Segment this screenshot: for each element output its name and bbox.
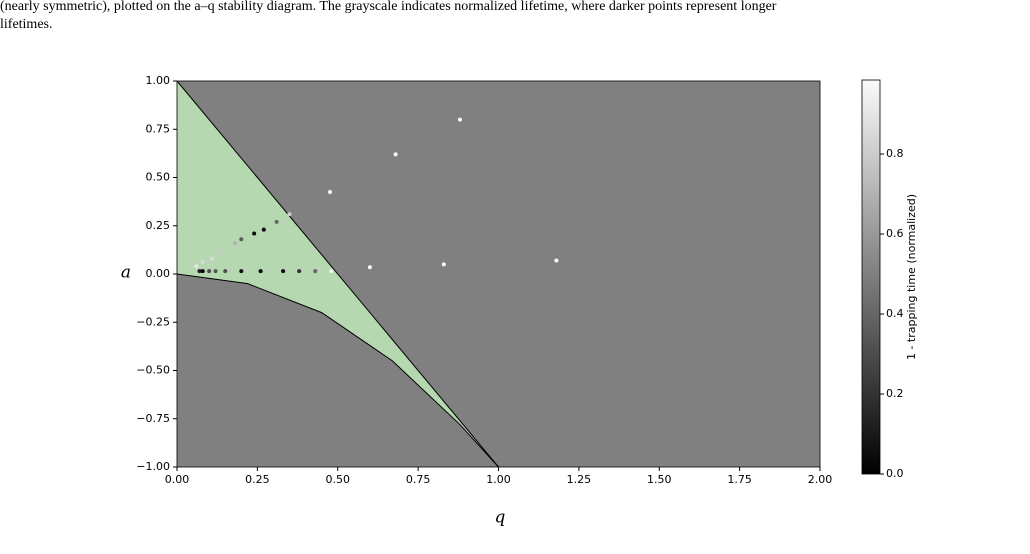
colorbar-tick-label: 0.6	[886, 227, 904, 240]
data-point	[261, 227, 266, 232]
data-point	[239, 237, 244, 242]
colorbar-tick-label: 0.4	[886, 307, 904, 320]
colorbar-tick-label: 0.2	[886, 387, 904, 400]
x-tick-label: 0.75	[406, 473, 431, 486]
data-point	[297, 269, 302, 274]
data-point	[281, 269, 286, 274]
y-tick-label: −0.75	[136, 412, 170, 425]
x-tick-label: 1.25	[567, 473, 592, 486]
data-point	[274, 219, 279, 224]
x-tick-label: 2.00	[808, 473, 833, 486]
colorbar-tick-label: 0.0	[886, 467, 904, 480]
data-point	[393, 152, 398, 157]
x-axis-label: q	[495, 508, 506, 528]
x-tick-label: 1.00	[486, 473, 511, 486]
data-point	[239, 269, 244, 274]
y-axis-label: a	[121, 263, 131, 283]
data-point	[287, 212, 292, 217]
x-tick-label: 1.50	[647, 473, 672, 486]
data-point	[232, 241, 237, 246]
colorbar	[861, 79, 881, 475]
data-point	[252, 231, 257, 236]
data-point	[200, 260, 205, 265]
data-point	[223, 269, 228, 274]
y-tick-label: 0.50	[146, 171, 171, 184]
lower-boundary	[176, 273, 499, 468]
data-point	[258, 269, 263, 274]
data-point	[554, 258, 559, 263]
data-point	[441, 262, 446, 267]
data-point	[457, 117, 462, 122]
data-point	[213, 269, 218, 274]
x-tick-label: 0.25	[245, 473, 270, 486]
data-point	[194, 264, 199, 269]
caption-line: lifetimes.	[0, 17, 53, 32]
x-tick-label: 1.75	[727, 473, 752, 486]
caption-line: (nearly symmetric), plotted on the a–q s…	[0, 0, 777, 14]
y-tick-label: −1.00	[136, 460, 170, 473]
x-tick-label: 0.50	[326, 473, 351, 486]
y-tick-label: 0.25	[146, 219, 171, 232]
data-point	[328, 189, 333, 194]
y-tick-label: 1.00	[146, 74, 171, 87]
data-point	[313, 269, 318, 274]
data-point	[200, 269, 205, 274]
data-point	[329, 269, 334, 274]
colorbar-tick-label: 0.8	[886, 147, 904, 160]
data-point	[210, 256, 215, 261]
data-point	[197, 269, 202, 274]
y-tick-label: −0.50	[136, 364, 170, 377]
data-point	[367, 265, 372, 270]
y-tick-label: 0.75	[146, 122, 171, 135]
x-tick-label: 0.00	[165, 473, 190, 486]
y-tick-label: −0.25	[136, 315, 170, 328]
data-point	[220, 250, 225, 255]
upper-boundary	[176, 80, 499, 468]
colorbar-label: 1 - trapping time (normalized)	[905, 194, 918, 360]
y-tick-label: 0.00	[146, 267, 171, 280]
data-point	[207, 269, 212, 274]
